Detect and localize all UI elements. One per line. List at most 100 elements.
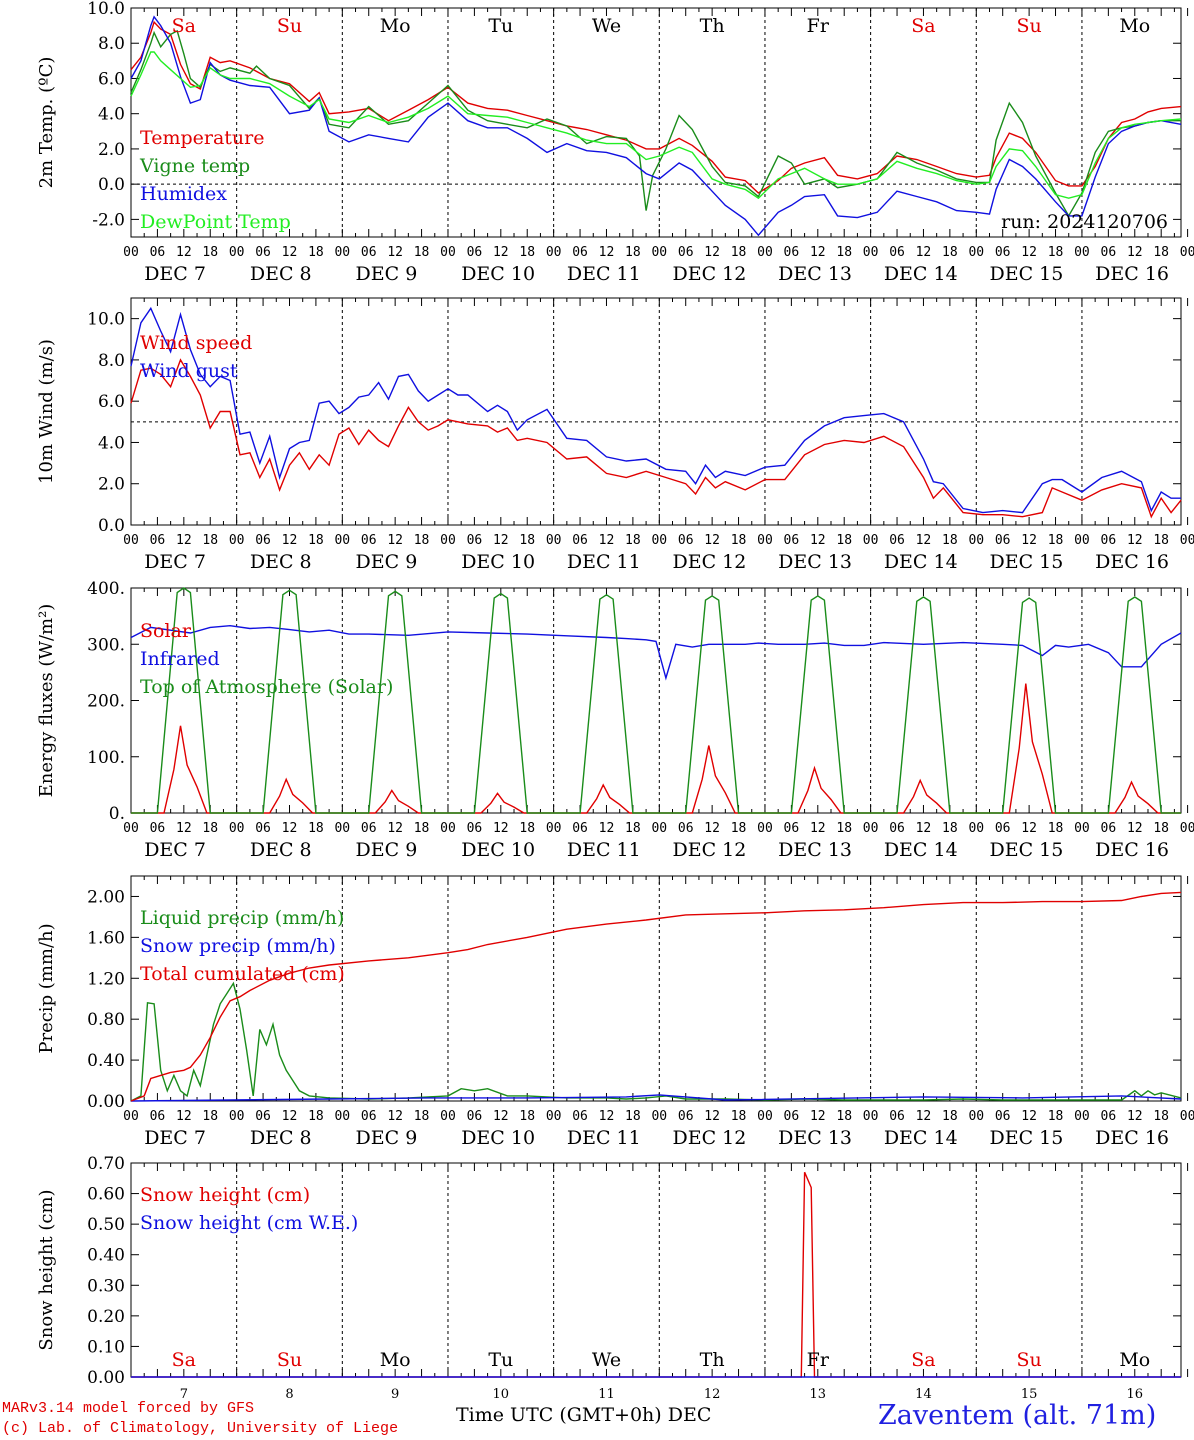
legend-entry: Top of Atmosphere (Solar) xyxy=(140,676,393,698)
date-label: DEC 8 xyxy=(250,551,312,573)
hour-tick-label: 12 xyxy=(599,533,615,548)
hour-tick-label: 12 xyxy=(493,533,509,548)
hour-tick-label: 00 xyxy=(651,533,667,548)
series-line-total-cumulated-cm- xyxy=(130,891,1182,1102)
hour-tick-label: 18 xyxy=(731,245,747,260)
hour-tick-label: 18 xyxy=(942,533,958,548)
hour-tick-label: 06 xyxy=(467,1109,483,1124)
date-label: DEC 7 xyxy=(144,839,206,861)
date-label: DEC 9 xyxy=(356,551,418,573)
hour-tick-label: 18 xyxy=(625,533,641,548)
hour-tick-label: 06 xyxy=(572,1109,588,1124)
y-tick-label: 0.00 xyxy=(87,1092,125,1112)
hour-tick-label: 12 xyxy=(810,1109,826,1124)
weekday-label: Tu xyxy=(488,15,513,37)
weekday-label: Tu xyxy=(488,1349,513,1371)
date-label: DEC 11 xyxy=(567,1127,641,1149)
hour-tick-label: 00 xyxy=(546,821,562,836)
hour-tick-label: 18 xyxy=(519,245,535,260)
y-tick-label: 0.40 xyxy=(87,1246,125,1266)
hour-tick-label: 18 xyxy=(731,821,747,836)
hour-tick-label: 00 xyxy=(651,821,667,836)
hour-tick-label: 12 xyxy=(1021,1109,1037,1124)
date-label: DEC 12 xyxy=(673,839,747,861)
y-tick-label: 10.0 xyxy=(87,310,125,330)
hour-tick-label: 06 xyxy=(784,821,800,836)
hour-tick-label: 18 xyxy=(414,821,430,836)
date-label: DEC 12 xyxy=(673,263,747,285)
y-tick-label: 0.40 xyxy=(87,1051,125,1071)
hour-tick-label: 12 xyxy=(282,1109,298,1124)
hour-tick-label: 06 xyxy=(572,245,588,260)
hour-tick-label: 00 xyxy=(968,533,984,548)
date-label: DEC 11 xyxy=(567,551,641,573)
hour-tick-label: 12 xyxy=(1127,533,1143,548)
date-label: DEC 16 xyxy=(1095,551,1169,573)
hour-tick-label: 06 xyxy=(150,245,166,260)
y-tick-label: 8.0 xyxy=(98,34,125,54)
hour-tick-label: 00 xyxy=(123,821,139,836)
date-label: DEC 8 xyxy=(250,1127,312,1149)
model-credit: MARv3.14 model forced by GFS xyxy=(2,1400,255,1417)
weekday-label: Su xyxy=(277,1349,302,1371)
y-tick-label: 1.60 xyxy=(87,928,125,948)
date-label: DEC 14 xyxy=(884,551,958,573)
date-label: DEC 10 xyxy=(461,839,535,861)
date-label: DEC 10 xyxy=(461,263,535,285)
hour-tick-label: 06 xyxy=(784,1109,800,1124)
hour-tick-label: 18 xyxy=(836,245,852,260)
date-label: DEC 16 xyxy=(1095,1127,1169,1149)
legend-entry: Humidex xyxy=(140,183,227,205)
hour-tick-label: 12 xyxy=(176,245,192,260)
hour-tick-label: 12 xyxy=(704,821,720,836)
hour-tick-label: 12 xyxy=(493,821,509,836)
hour-tick-label: 18 xyxy=(836,1109,852,1124)
hour-tick-label: 18 xyxy=(942,245,958,260)
hour-tick-label: 18 xyxy=(731,1109,747,1124)
y-tick-label: 0.0 xyxy=(98,516,125,536)
hour-tick-label: 00 xyxy=(334,1109,350,1124)
panel-frame xyxy=(130,297,1182,526)
hour-tick-label: 18 xyxy=(625,821,641,836)
hour-tick-label: 06 xyxy=(361,1109,377,1124)
hour-tick-label: 06 xyxy=(784,245,800,260)
hour-tick-label: 12 xyxy=(916,1109,932,1124)
series-line-dewpoint-temp xyxy=(130,51,1182,200)
y-tick-label: 0.60 xyxy=(87,1185,125,1205)
series-line-snow-precip-mm-h- xyxy=(130,1094,1182,1102)
hour-tick-label: 18 xyxy=(625,245,641,260)
y-tick-label: 6.0 xyxy=(98,69,125,89)
date-label: DEC 12 xyxy=(673,551,747,573)
hour-tick-label: 00 xyxy=(1074,245,1090,260)
y-tick-label: -2.0 xyxy=(92,210,125,230)
hour-tick-label: 12 xyxy=(387,533,403,548)
hour-tick-label: 00 xyxy=(968,245,984,260)
y-tick-label: 0.30 xyxy=(87,1276,125,1296)
hour-tick-label: 18 xyxy=(836,821,852,836)
station-name: Zaventem (alt. 71m) xyxy=(878,1400,1157,1431)
weekday-label: Fr xyxy=(807,15,830,37)
weekday-label: Mo xyxy=(1119,15,1150,37)
hour-tick-label: 12 xyxy=(387,245,403,260)
hour-tick-label: 18 xyxy=(1153,1109,1169,1124)
panel-frame xyxy=(130,7,1182,238)
weekday-label: Su xyxy=(1016,1349,1041,1371)
hour-tick-label: 06 xyxy=(467,821,483,836)
y-tick-label: 100. xyxy=(87,748,125,768)
y-tick-label: 0.80 xyxy=(87,1010,125,1030)
date-label: DEC 10 xyxy=(461,551,535,573)
hour-tick-label: 18 xyxy=(202,533,218,548)
weekday-label: Mo xyxy=(1119,1349,1150,1371)
hour-tick-label: 06 xyxy=(1101,1109,1117,1124)
legend-entry: Liquid precip (mm/h) xyxy=(140,907,344,929)
date-label: DEC 13 xyxy=(778,839,852,861)
day-number-label: 15 xyxy=(1021,1387,1038,1402)
hour-tick-label: 00 xyxy=(123,245,139,260)
hour-tick-label: 12 xyxy=(810,821,826,836)
hour-tick-label: 06 xyxy=(255,1109,271,1124)
hour-tick-label: 12 xyxy=(916,821,932,836)
day-number-label: 14 xyxy=(915,1387,932,1402)
series-line-humidex xyxy=(130,15,1182,237)
hour-tick-label: 00 xyxy=(546,245,562,260)
series-line-temperature xyxy=(130,20,1182,194)
